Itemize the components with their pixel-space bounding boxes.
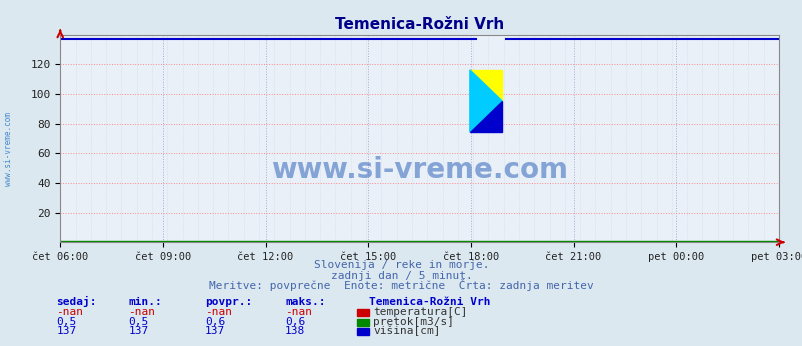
Text: -nan: -nan (128, 307, 156, 317)
Text: temperatura[C]: temperatura[C] (373, 307, 468, 317)
Text: višina[cm]: višina[cm] (373, 326, 440, 336)
Polygon shape (469, 101, 501, 132)
Polygon shape (469, 70, 501, 132)
Text: -nan: -nan (56, 307, 83, 317)
Text: 0,6: 0,6 (205, 317, 225, 327)
Text: 137: 137 (56, 326, 76, 336)
Text: 137: 137 (128, 326, 148, 336)
Text: sedaj:: sedaj: (56, 296, 96, 307)
Text: Temenica-Rožni Vrh: Temenica-Rožni Vrh (369, 297, 490, 307)
Text: Slovenija / reke in morje.: Slovenija / reke in morje. (314, 260, 488, 270)
Text: 138: 138 (285, 326, 305, 336)
Text: -nan: -nan (285, 307, 312, 317)
Text: zadnji dan / 5 minut.: zadnji dan / 5 minut. (330, 271, 472, 281)
Text: www.si-vreme.com: www.si-vreme.com (3, 112, 13, 186)
Text: Meritve: povprečne  Enote: metrične  Črta: zadnja meritev: Meritve: povprečne Enote: metrične Črta:… (209, 279, 593, 291)
Text: 0,5: 0,5 (128, 317, 148, 327)
Text: -nan: -nan (205, 307, 232, 317)
Title: Temenica-Rožni Vrh: Temenica-Rožni Vrh (334, 17, 504, 32)
Text: min.:: min.: (128, 297, 162, 307)
Text: www.si-vreme.com: www.si-vreme.com (271, 156, 567, 183)
Text: 0,6: 0,6 (285, 317, 305, 327)
Text: 137: 137 (205, 326, 225, 336)
Text: povpr.:: povpr.: (205, 297, 252, 307)
Text: pretok[m3/s]: pretok[m3/s] (373, 317, 454, 327)
Text: maks.:: maks.: (285, 297, 325, 307)
Polygon shape (469, 70, 501, 101)
Text: 0,5: 0,5 (56, 317, 76, 327)
